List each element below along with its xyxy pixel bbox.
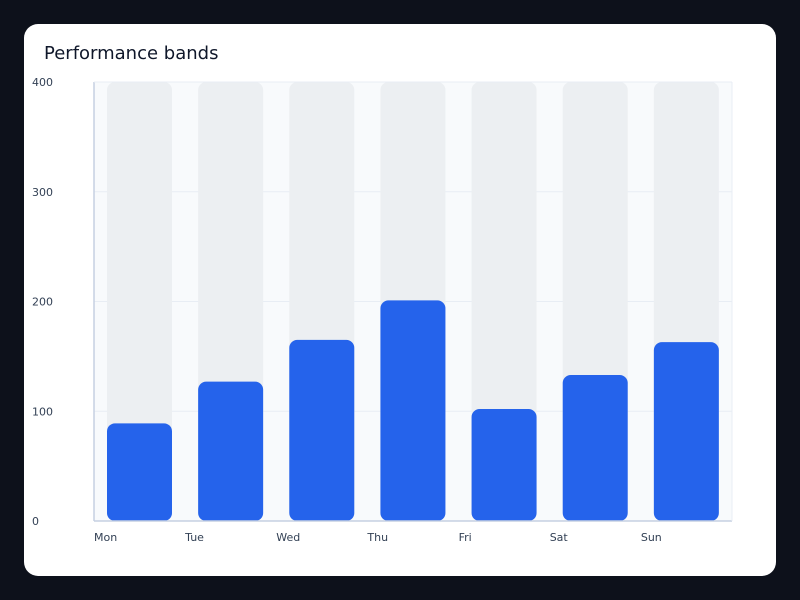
chart-card: Performance bands Mon Tue Wed Thu Fri Sat Sun 0… (24, 24, 776, 576)
y-tick-label: 100 (32, 405, 53, 418)
bar-tue (198, 381, 264, 521)
y-tick-label: 200 (32, 296, 53, 309)
x-tick-label: Mon (94, 531, 117, 544)
bar-sat (562, 375, 628, 521)
y-tick-label: 400 (32, 76, 53, 89)
x-tick-label: Sat (550, 531, 569, 544)
bar-sun (653, 342, 719, 521)
band-mon (107, 82, 172, 521)
x-tick-label: Sun (641, 531, 662, 544)
x-tick-label: Tue (184, 531, 204, 544)
x-tick-label: Fri (459, 531, 472, 544)
bar-fri (471, 409, 537, 521)
bar-thu (380, 300, 446, 521)
bar-mon (107, 423, 172, 521)
chart-title: Performance bands (44, 43, 219, 64)
y-tick-label: 300 (32, 186, 53, 199)
bar-chart: Mon Tue Wed Thu Fri Sat Sun 0 100 200 300 400 (32, 76, 733, 544)
y-tick-label: 0 (32, 515, 39, 528)
x-tick-label: Thu (366, 531, 388, 544)
bar-wed (289, 339, 355, 521)
x-tick-label: Wed (276, 531, 300, 544)
